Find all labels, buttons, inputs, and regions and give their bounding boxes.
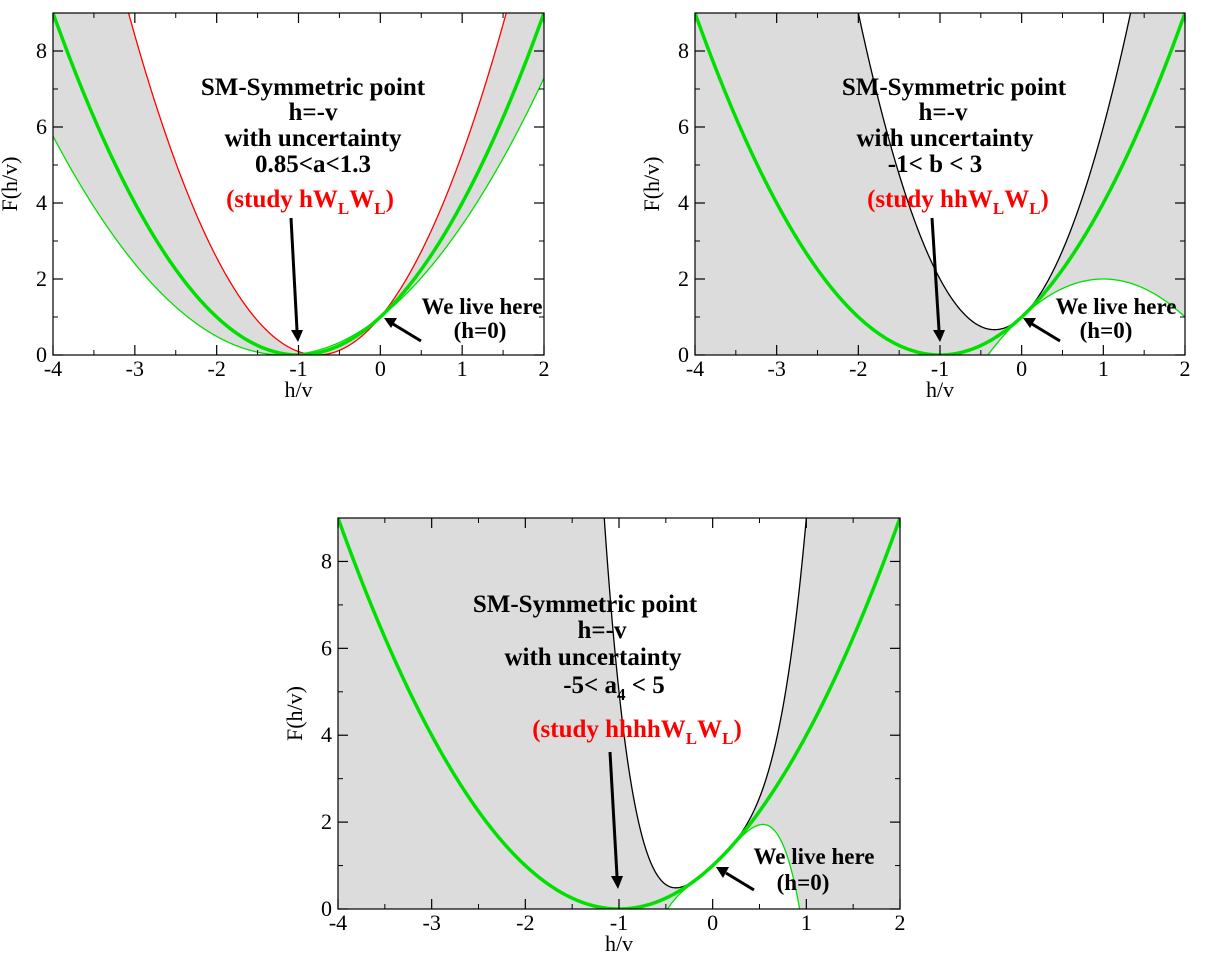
annotation-title-line-3: with uncertainty (504, 644, 682, 671)
annotation-title-line-3: with uncertainty (224, 125, 402, 152)
band-edge-lower-curve (987, 278, 1185, 355)
band-edge-upper-curve (603, 518, 807, 889)
annotation-title-line-2: h=-v (919, 99, 968, 126)
x-tick-label: 0 (707, 910, 718, 935)
panel-2-plot: -4 -3 -2 -1 0 1 2 0 2 4 6 8 h/v F(h/v) (639, 12, 1191, 402)
annotation-here-line-1: We live here (754, 844, 875, 869)
y-tick-label: 2 (321, 809, 332, 834)
annotation-here-line-1: We live here (422, 294, 543, 319)
arrow-we-live-here (392, 322, 422, 343)
x-tick-label: -1 (610, 910, 628, 935)
x-tick-label: -4 (329, 910, 347, 935)
y-tick-label: 6 (36, 114, 47, 139)
annotation-study: (study hhWLWL) (867, 186, 1049, 218)
x-tick-label: 2 (895, 910, 906, 935)
panel-3-plot: -4 -3 -2 -1 0 1 2 0 2 4 6 8 h/v F(h/v) (282, 517, 906, 956)
annotation-study: (study hWLWL) (226, 186, 394, 218)
x-tick-label: 2 (539, 356, 550, 381)
sm-curve (695, 13, 1185, 355)
annotation-here-line-2: (h=0) (454, 318, 507, 343)
x-tick-label: -4 (44, 356, 62, 381)
sm-curve (53, 13, 544, 355)
y-tick-label: 8 (321, 548, 332, 573)
arrowhead-here (384, 318, 397, 328)
annotation-here-line-1: We live here (1056, 294, 1177, 319)
arrowhead-study (291, 330, 303, 342)
sm-curve (338, 518, 900, 909)
y-tick-label: 8 (678, 38, 689, 63)
x-axis-title: h/v (926, 377, 954, 402)
y-tick-label: 6 (321, 635, 332, 660)
annotation-title-line-3: with uncertainty (856, 125, 1034, 152)
arrow-study-symmetric-point (930, 217, 941, 331)
x-tick-label: -3 (768, 356, 786, 381)
x-tick-label: -3 (126, 356, 144, 381)
annotation-study: (study hhhhWLWL) (532, 716, 742, 748)
y-tick-label: 4 (678, 190, 689, 215)
x-axis-title: h/v (284, 377, 312, 402)
annotation-range: -5< a4 < 5 (563, 672, 665, 704)
y-tick-label: 0 (678, 342, 689, 367)
panel-1-plot: -4 -3 -2 -1 0 1 2 0 2 4 6 8 h/v F(h/v) (0, 12, 550, 402)
arrowhead-here (716, 867, 729, 878)
x-tick-label: 2 (1180, 356, 1191, 381)
panel-a4-uncertainty-a: -4 -3 -2 -1 0 1 2 0 2 4 6 8 h/v F(h/v) SM-Symmetric p… (0, 12, 550, 402)
x-tick-label: 0 (375, 356, 386, 381)
arrow-we-live-here (725, 871, 755, 892)
y-axis-title: F(h/v) (282, 686, 307, 741)
annotation-title-line-2: h=-v (289, 99, 338, 126)
annotation-title-line-1: SM-Symmetric point (201, 74, 426, 101)
arrow-study-symmetric-point (608, 751, 619, 877)
x-tick-label: 1 (801, 910, 812, 935)
x-tick-label: 0 (1016, 356, 1027, 381)
panel-b-uncertainty: -4 -3 -2 -1 0 1 2 0 2 4 6 8 h/v F(h/v) SM-Symmetric p… (639, 12, 1191, 402)
arrow-study-symmetric-point (289, 217, 299, 331)
x-tick-label: -3 (423, 910, 441, 935)
arrow-we-live-here (1031, 322, 1061, 343)
y-tick-label: 2 (36, 266, 47, 291)
x-tick-label: -2 (849, 356, 867, 381)
panel-a4-uncertainty: -4 -3 -2 -1 0 1 2 0 2 4 6 8 h/v F(h/v) SM-Symmetric p… (282, 517, 906, 956)
y-axis-title: F(h/v) (639, 157, 664, 212)
y-tick-label: 4 (36, 190, 47, 215)
arrowhead-here (1023, 318, 1036, 328)
y-tick-label: 2 (678, 266, 689, 291)
annotation-title-line-1: SM-Symmetric point (473, 591, 698, 618)
annotation-here-line-2: (h=0) (777, 870, 830, 895)
arrowhead-study (611, 876, 623, 889)
y-tick-label: 0 (321, 896, 332, 921)
x-tick-label: -1 (289, 356, 307, 381)
y-tick-label: 6 (678, 114, 689, 139)
y-tick-label: 0 (36, 342, 47, 367)
x-tick-label: 1 (1098, 356, 1109, 381)
annotation-title-line-1: SM-Symmetric point (842, 74, 1067, 101)
annotation-here-line-2: (h=0) (1080, 318, 1133, 343)
y-axis-title: F(h/v) (0, 157, 22, 212)
annotation-range: 0.85<a<1.3 (255, 151, 371, 178)
y-tick-label: 8 (36, 38, 47, 63)
x-tick-label: -1 (931, 356, 949, 381)
x-tick-label: 1 (457, 356, 468, 381)
y-tick-label: 4 (321, 722, 332, 747)
arrowhead-study (933, 330, 945, 342)
x-axis-title: h/v (605, 931, 633, 956)
x-tick-label: -2 (208, 356, 226, 381)
annotation-range: -1< b < 3 (888, 151, 982, 178)
band-edge-upper-curve (857, 13, 1132, 331)
x-tick-label: -2 (516, 910, 534, 935)
x-tick-label: -4 (686, 356, 704, 381)
annotation-title-line-2: h=-v (578, 617, 627, 644)
